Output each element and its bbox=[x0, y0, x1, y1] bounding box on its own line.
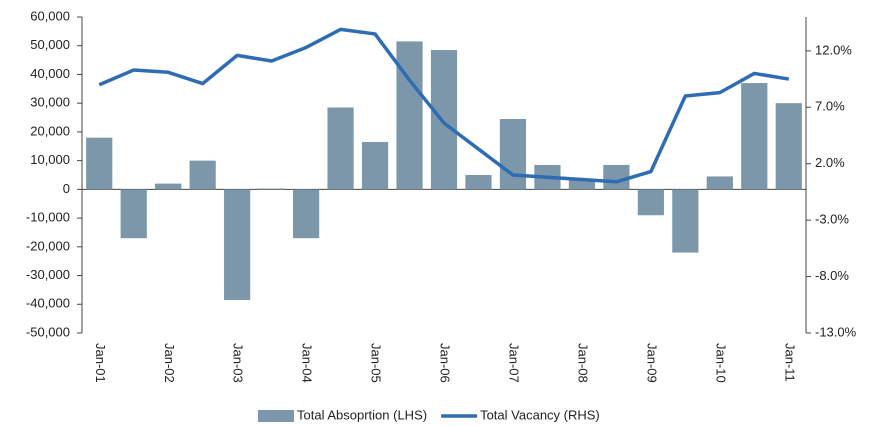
x-tick-label: Jan-04 bbox=[300, 343, 315, 383]
y-tick-label: 50,000 bbox=[30, 37, 70, 52]
y2-tick-label: 2.0% bbox=[815, 155, 845, 170]
y-tick-label: -20,000 bbox=[26, 238, 70, 253]
bar bbox=[430, 50, 458, 190]
bar bbox=[224, 189, 251, 300]
bar bbox=[155, 183, 182, 190]
y-tick-label: -30,000 bbox=[26, 267, 70, 282]
x-tick-label: Jan-10 bbox=[713, 343, 728, 383]
y-tick-label: 30,000 bbox=[30, 95, 70, 110]
y-tick-label: -40,000 bbox=[26, 296, 70, 311]
y-tick-label: 60,000 bbox=[30, 8, 70, 23]
bar bbox=[189, 160, 216, 190]
x-tick-label: Jan-01 bbox=[93, 343, 108, 383]
y2-tick-label: -8.0% bbox=[815, 268, 849, 283]
legend-swatch bbox=[258, 410, 294, 422]
bar bbox=[258, 188, 285, 190]
line bbox=[98, 27, 790, 184]
y2-tick-label: 12.0% bbox=[815, 42, 852, 57]
x-tick-label: Jan-08 bbox=[575, 343, 590, 383]
bar bbox=[775, 103, 802, 190]
x-tick-label: Jan-06 bbox=[438, 343, 453, 383]
bar bbox=[396, 41, 423, 190]
bar bbox=[120, 189, 147, 239]
x-tick-label: Jan-05 bbox=[369, 343, 384, 383]
y2-tick-label: -13.0% bbox=[815, 324, 857, 339]
y2-tick-label: -3.0% bbox=[815, 212, 849, 227]
y-tick-label: 20,000 bbox=[30, 123, 70, 138]
legend-label: Total Absoprtion (LHS) bbox=[297, 407, 427, 422]
y2-tick-label: 7.0% bbox=[815, 99, 845, 114]
bar bbox=[499, 118, 527, 190]
x-tick-label: Jan-07 bbox=[507, 343, 522, 383]
bar bbox=[706, 176, 733, 190]
bar bbox=[292, 189, 320, 239]
bar bbox=[603, 164, 630, 190]
y-tick-label: 10,000 bbox=[30, 152, 70, 167]
legend-label: Total Vacancy (RHS) bbox=[480, 407, 600, 422]
bar bbox=[568, 179, 596, 190]
x-tick-label: Jan-03 bbox=[231, 343, 246, 383]
y-tick-label: 40,000 bbox=[30, 66, 70, 81]
bar bbox=[465, 175, 492, 190]
bar bbox=[741, 83, 768, 190]
bar bbox=[672, 189, 699, 253]
y-tick-label: -10,000 bbox=[26, 210, 70, 225]
y-tick-label: 0 bbox=[63, 181, 70, 196]
x-tick-label: Jan-11 bbox=[782, 343, 797, 382]
bar bbox=[86, 137, 113, 190]
bar bbox=[361, 141, 389, 190]
bar bbox=[637, 189, 664, 216]
x-tick-label: Jan-09 bbox=[644, 343, 659, 383]
bar bbox=[327, 107, 354, 190]
x-tick-label: Jan-02 bbox=[162, 343, 177, 383]
y-tick-label: -50,000 bbox=[26, 324, 70, 339]
